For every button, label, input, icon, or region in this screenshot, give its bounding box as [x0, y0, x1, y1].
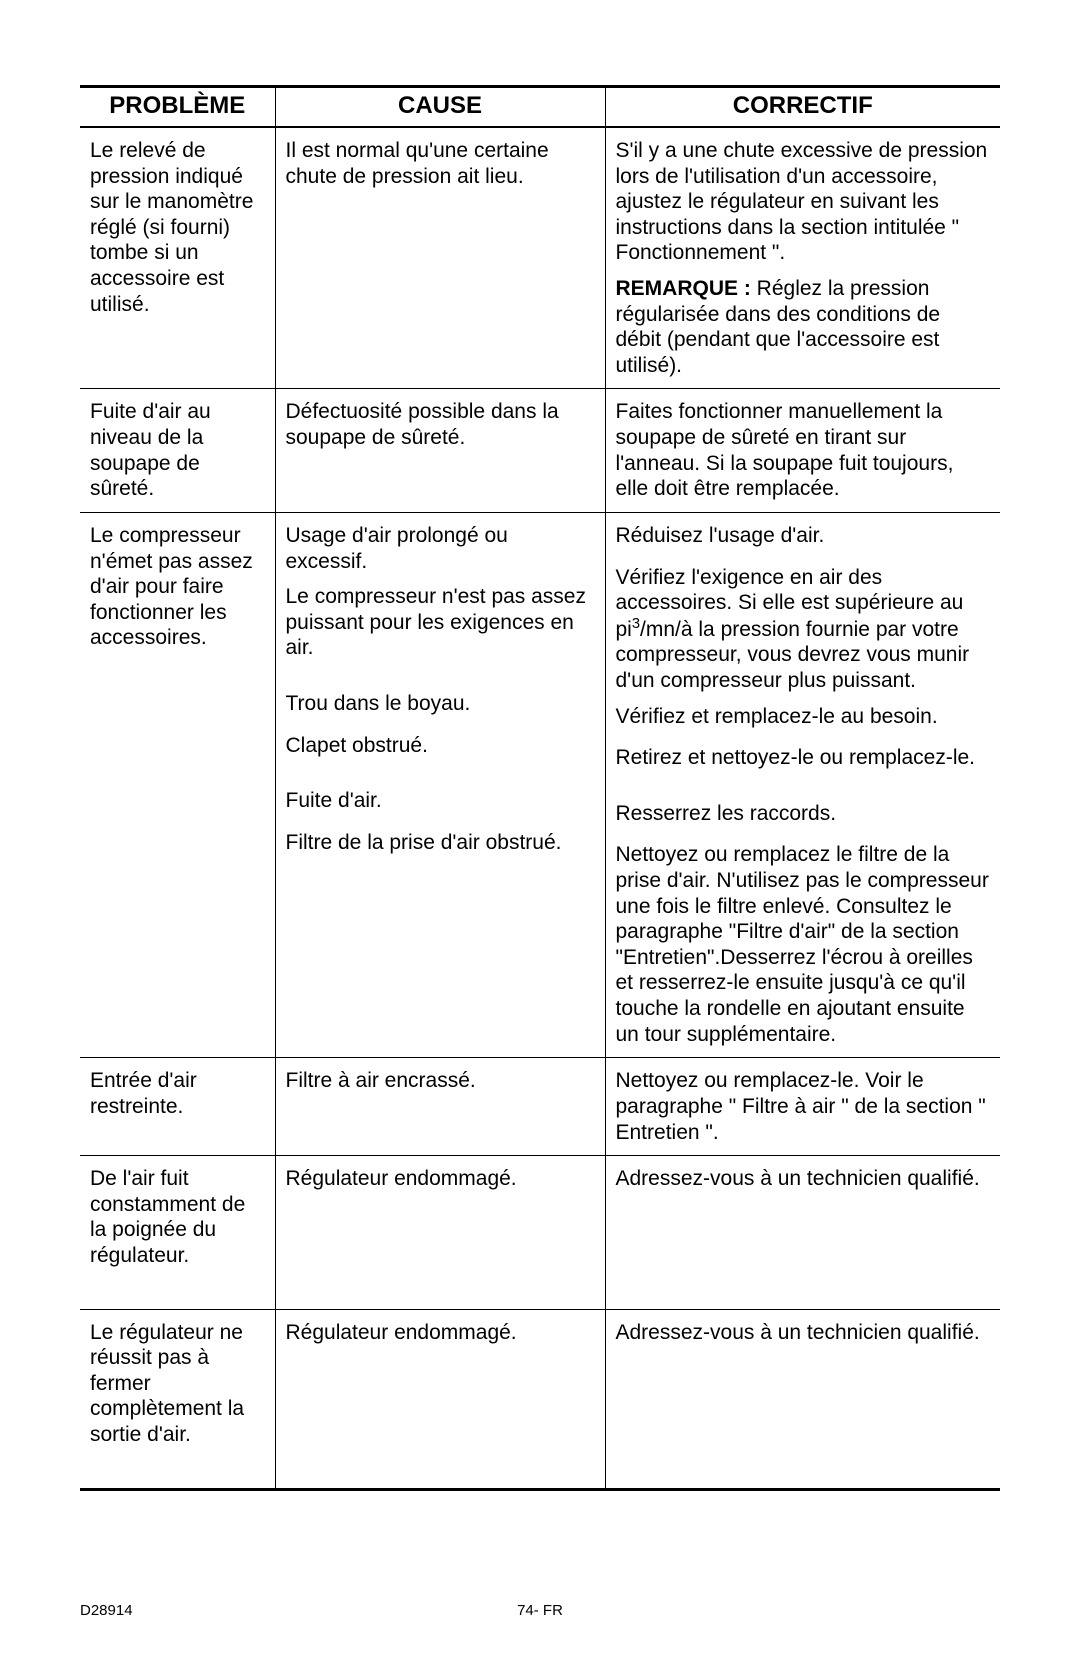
- cell-text: Retirez et nettoyez-le ou remplacez-le.: [616, 745, 991, 771]
- cell-text: Le compresseur n'est pas assez puissant …: [286, 584, 595, 661]
- cell-text: REMARQUE : Réglez la pression régularisé…: [616, 276, 991, 378]
- cell-text: Nettoyez ou remplacez le filtre de la pr…: [616, 842, 991, 1047]
- troubleshoot-table: PROBLÈME CAUSE CORRECTIF Le relevé de pr…: [80, 85, 1000, 1491]
- cell-fix: Faites fonctionner manuellement la soupa…: [605, 389, 1000, 512]
- cell-cause: Il est normal qu'une certaine chute de p…: [275, 127, 605, 389]
- cell-problem: Fuite d'air au niveau de la soupape de s…: [80, 389, 275, 512]
- cell-problem: Entrée d'air restreinte.: [80, 1058, 275, 1156]
- cell-text: Resserrez les raccords.: [616, 801, 991, 827]
- table-row: Le compresseur n'émet pas assez d'air po…: [80, 512, 1000, 1057]
- cell-problem: De l'air fuit constamment de la poignée …: [80, 1156, 275, 1309]
- cell-text: Usage d'air prolongé ou excessif.: [286, 523, 595, 574]
- cell-cause: Régulateur endommagé.: [275, 1309, 605, 1489]
- cell-text: Le relevé de pression indiqué sur le man…: [90, 138, 265, 317]
- cell-text: Fuite d'air.: [286, 788, 595, 814]
- cell-text: Fuite d'air au niveau de la soupape de s…: [90, 399, 265, 501]
- cell-text: Le régulateur ne réussit pas à fermer co…: [90, 1320, 265, 1448]
- cell-fix: Réduisez l'usage d'air. Vérifiez l'exigen…: [605, 512, 1000, 1057]
- table-row: Entrée d'air restreinte. Filtre à air enc…: [80, 1058, 1000, 1156]
- header-problem: PROBLÈME: [80, 87, 275, 128]
- cell-problem: Le compresseur n'émet pas assez d'air po…: [80, 512, 275, 1057]
- cell-text: Clapet obstrué.: [286, 733, 595, 759]
- cell-fix: Nettoyez ou remplacez-le. Voir le paragr…: [605, 1058, 1000, 1156]
- table-row: De l'air fuit constamment de la poignée …: [80, 1156, 1000, 1309]
- table-header-row: PROBLÈME CAUSE CORRECTIF: [80, 87, 1000, 128]
- page-number: 74- FR: [517, 1602, 563, 1619]
- cell-cause: Défectuosité possible dans la soupape de…: [275, 389, 605, 512]
- table-row: Le relevé de pression indiqué sur le man…: [80, 127, 1000, 389]
- cell-fix: S'il y a une chute excessive de pression…: [605, 127, 1000, 389]
- cell-cause: Régulateur endommagé.: [275, 1156, 605, 1309]
- cell-text: Entrée d'air restreinte.: [90, 1068, 265, 1119]
- cell-cause: Usage d'air prolongé ou excessif. Le comp…: [275, 512, 605, 1057]
- cell-text: Vérifiez l'exigence en air des accessoir…: [616, 565, 991, 694]
- header-cause: CAUSE: [275, 87, 605, 128]
- cell-text: Adressez-vous à un technicien qualifié.: [616, 1166, 991, 1192]
- doc-id: D28914: [80, 1602, 133, 1619]
- page: PROBLÈME CAUSE CORRECTIF Le relevé de pr…: [0, 0, 1080, 1669]
- table-body: Le relevé de pression indiqué sur le man…: [80, 127, 1000, 1489]
- cell-text: Vérifiez et remplacez-le au besoin.: [616, 704, 991, 730]
- header-fix: CORRECTIF: [605, 87, 1000, 128]
- cell-text: Nettoyez ou remplacez-le. Voir le paragr…: [616, 1068, 991, 1145]
- cell-text: Régulateur endommagé.: [286, 1320, 595, 1346]
- cell-text: De l'air fuit constamment de la poignée …: [90, 1166, 265, 1268]
- cell-text: Filtre à air encrassé.: [286, 1068, 595, 1094]
- table-row: Le régulateur ne réussit pas à fermer co…: [80, 1309, 1000, 1489]
- cell-text: Régulateur endommagé.: [286, 1166, 595, 1192]
- table-row: Fuite d'air au niveau de la soupape de s…: [80, 389, 1000, 512]
- cell-text: Il est normal qu'une certaine chute de p…: [286, 138, 595, 189]
- cell-problem: Le relevé de pression indiqué sur le man…: [80, 127, 275, 389]
- cell-text: Le compresseur n'émet pas assez d'air po…: [90, 523, 265, 651]
- cell-text: Défectuosité possible dans la soupape de…: [286, 399, 595, 450]
- cell-fix: Adressez-vous à un technicien qualifié.: [605, 1156, 1000, 1309]
- cell-text: Réduisez l'usage d'air.: [616, 523, 991, 549]
- cell-text: Adressez-vous à un technicien qualifié.: [616, 1320, 991, 1346]
- cell-problem: Le régulateur ne réussit pas à fermer co…: [80, 1309, 275, 1489]
- cell-text: Faites fonctionner manuellement la soupa…: [616, 399, 991, 501]
- cell-text: Trou dans le boyau.: [286, 691, 595, 717]
- cell-text: S'il y a une chute excessive de pression…: [616, 138, 991, 266]
- cell-cause: Filtre à air encrassé.: [275, 1058, 605, 1156]
- cell-fix: Adressez-vous à un technicien qualifié.: [605, 1309, 1000, 1489]
- cell-text: Filtre de la prise d'air obstrué.: [286, 830, 595, 856]
